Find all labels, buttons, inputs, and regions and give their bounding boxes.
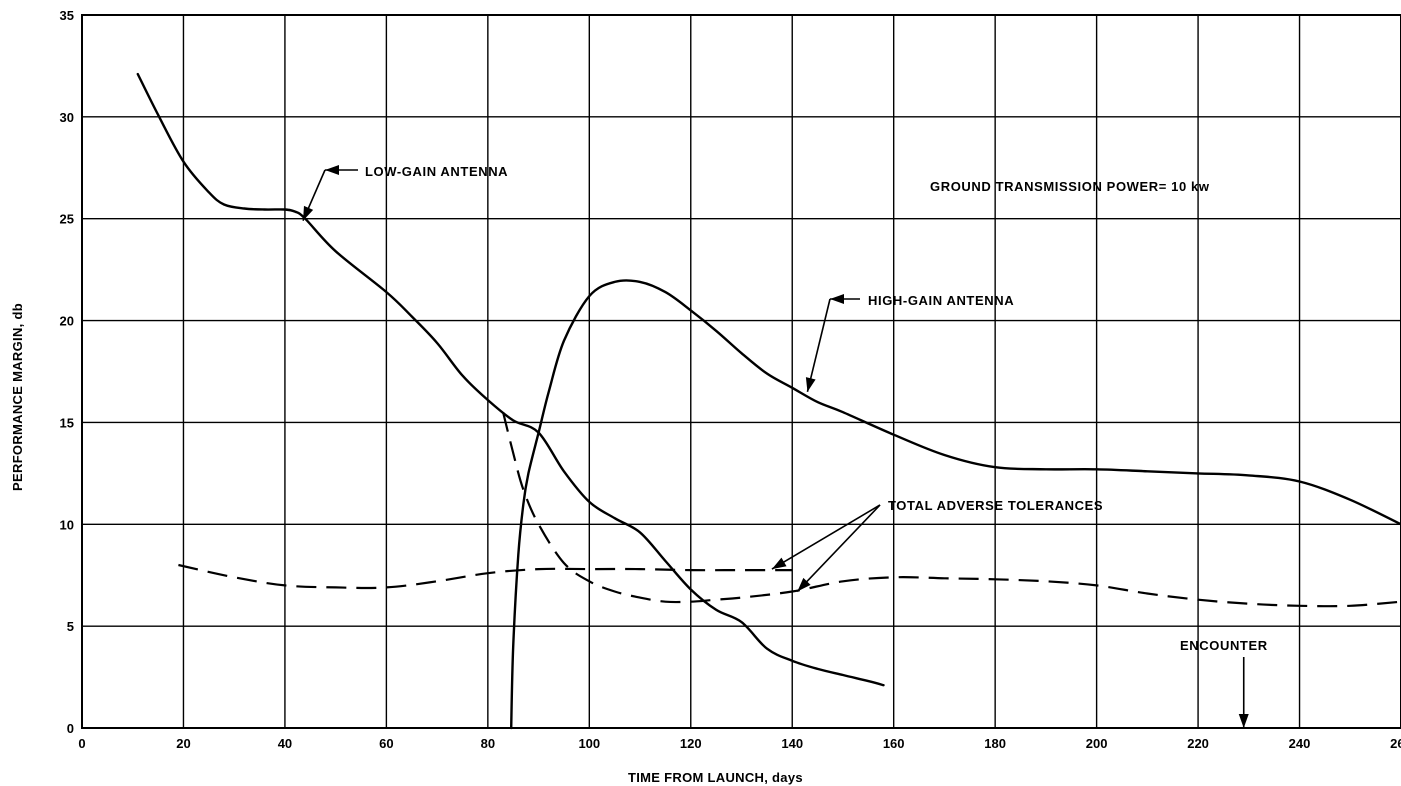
y-tick-label: 15 <box>60 415 74 430</box>
y-tick-label: 5 <box>67 619 74 634</box>
tolerances-arrow-lower <box>796 504 881 593</box>
tolerances-arrow-upper <box>771 504 881 570</box>
x-tick-label: 200 <box>1086 736 1108 751</box>
adverse-tolerances-line-low-gain <box>178 563 793 590</box>
tolerances-label: TOTAL ADVERSE TOLERANCES <box>888 498 1103 513</box>
x-tick-label: 220 <box>1187 736 1209 751</box>
y-tick-label: 10 <box>60 517 74 532</box>
encounter-label: ENCOUNTER <box>1180 638 1268 653</box>
high-gain-antenna-line <box>510 279 1401 730</box>
y-tick-label: 35 <box>60 8 74 23</box>
x-tick-label: 100 <box>578 736 600 751</box>
plot-frame <box>81 14 1401 729</box>
y-tick-label: 30 <box>60 110 74 125</box>
x-tick-label: 80 <box>481 736 495 751</box>
series <box>136 72 1401 730</box>
y-tick-label: 25 <box>60 212 74 227</box>
x-tick-label: 60 <box>379 736 393 751</box>
x-tick-label: 160 <box>883 736 905 751</box>
x-tick-label: 240 <box>1289 736 1311 751</box>
high-gain-label: HIGH-GAIN ANTENNA <box>868 293 1014 308</box>
y-tick-label: 20 <box>60 314 74 329</box>
encounter-arrow <box>1238 657 1249 728</box>
x-tick-label: 120 <box>680 736 702 751</box>
x-tick-label: 20 <box>176 736 190 751</box>
low-gain-arrow <box>302 169 326 222</box>
power-label: GROUND TRANSMISSION POWER= 10 kw <box>930 179 1210 194</box>
x-tick-label: 140 <box>781 736 803 751</box>
high-gain-arrow <box>805 298 831 393</box>
annotations: LOW-GAIN ANTENNA HIGH-GAIN ANTENNA TOTAL… <box>10 164 1268 785</box>
x-tick-label: 180 <box>984 736 1006 751</box>
grid <box>81 14 1401 729</box>
low-gain-label: LOW-GAIN ANTENNA <box>365 164 508 179</box>
x-tick-label: 0 <box>78 736 85 751</box>
y-axis-title: PERFORMANCE MARGIN, db <box>10 303 25 491</box>
x-tick-label: 40 <box>278 736 292 751</box>
y-tick-label: 0 <box>67 721 74 736</box>
tick-labels: 0 20 40 60 80 100 120 140 160 180 200 220 240 260 0 5 10… <box>60 8 1401 751</box>
low-gain-leader <box>325 165 358 175</box>
x-tick-label: 260 <box>1390 736 1401 751</box>
low-gain-antenna-line <box>136 72 885 687</box>
x-axis-title: TIME FROM LAUNCH, days <box>628 770 803 785</box>
high-gain-leader <box>830 294 860 304</box>
adverse-tolerances-line-high-gain <box>502 411 1401 608</box>
